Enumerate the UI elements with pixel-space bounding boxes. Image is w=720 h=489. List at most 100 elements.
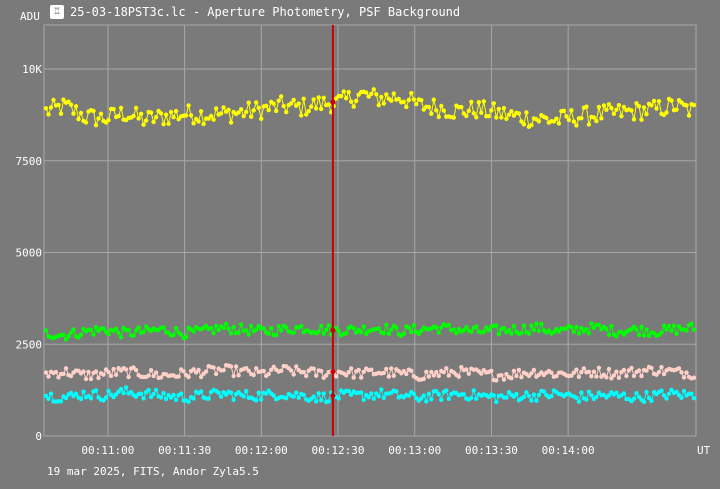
data-point: [539, 321, 544, 327]
data-point: [511, 113, 517, 118]
data-point: [101, 372, 106, 377]
data-point: [596, 365, 602, 370]
data-point: [76, 116, 81, 122]
data-point: [186, 103, 191, 108]
x-axis-label: UT: [697, 444, 711, 457]
data-point: [354, 330, 359, 335]
data-point: [606, 332, 612, 338]
data-point: [88, 328, 94, 333]
data-point: [198, 389, 204, 394]
data-point: [228, 120, 234, 125]
data-point: [571, 370, 577, 375]
data-point: [213, 371, 219, 377]
data-point: [101, 398, 106, 403]
data-point: [284, 109, 289, 115]
data-point: [569, 108, 574, 113]
data-point: [646, 333, 652, 338]
data-point: [469, 99, 474, 105]
data-point: [531, 327, 537, 333]
data-point: [254, 366, 259, 371]
data-point: [604, 375, 609, 380]
data-point: [456, 374, 461, 379]
data-point: [616, 103, 622, 108]
data-point: [218, 394, 224, 399]
data-point: [359, 330, 364, 335]
data-point: [549, 370, 554, 375]
data-point: [163, 112, 169, 117]
data-point: [376, 326, 381, 331]
data-point: [118, 386, 124, 392]
series-1: [43, 321, 697, 342]
data-point: [659, 388, 664, 393]
data-point: [244, 109, 249, 115]
x-tick-label: 00:11:00: [81, 444, 134, 457]
data-point: [71, 111, 76, 116]
data-point: [469, 329, 474, 334]
data-point: [183, 334, 189, 340]
data-point: [451, 327, 456, 332]
data-point: [118, 335, 124, 340]
data-point: [441, 108, 446, 113]
data-point: [556, 121, 562, 126]
data-point: [246, 100, 251, 105]
app-chart-icon[interactable]: ♖: [50, 5, 64, 19]
time-cursor[interactable]: [330, 25, 336, 436]
data-point: [606, 366, 612, 372]
data-point: [46, 374, 51, 379]
data-point: [644, 389, 649, 395]
data-point: [116, 330, 121, 336]
data-point: [661, 323, 667, 328]
data-point: [586, 369, 592, 374]
data-point: [629, 108, 634, 113]
data-point: [316, 95, 321, 100]
data-point: [213, 323, 219, 329]
data-point: [58, 111, 64, 117]
y-axis-label: ADU: [20, 10, 40, 23]
data-point: [198, 374, 204, 380]
data-point: [389, 98, 394, 103]
plot-frame: [43, 24, 697, 437]
y-tick-label: 5000: [16, 247, 43, 260]
data-point: [691, 102, 697, 108]
data-point: [201, 121, 206, 127]
data-point: [51, 97, 56, 103]
data-point: [579, 390, 584, 395]
data-point: [346, 370, 351, 375]
data-point: [496, 331, 501, 337]
data-point: [454, 330, 459, 336]
data-point: [384, 322, 389, 327]
data-point: [316, 391, 321, 396]
data-point: [499, 115, 504, 120]
data-point: [634, 101, 639, 106]
data-point: [659, 330, 664, 335]
data-point: [71, 327, 76, 332]
data-point: [211, 331, 216, 336]
data-point: [276, 324, 281, 329]
data-point: [466, 371, 471, 376]
data-point: [131, 333, 136, 338]
data-point: [556, 329, 562, 334]
data-point: [561, 108, 567, 114]
data-point: [591, 115, 597, 120]
data-point: [271, 101, 276, 106]
data-point: [171, 115, 176, 120]
data-point: [78, 110, 84, 116]
data-point: [671, 323, 677, 328]
data-point: [669, 98, 674, 103]
data-point: [299, 113, 304, 118]
data-point: [509, 109, 514, 114]
data-point: [319, 323, 324, 329]
data-point: [106, 332, 111, 337]
data-point: [294, 364, 299, 369]
data-point: [249, 323, 254, 329]
data-point: [244, 389, 249, 394]
data-point: [386, 374, 391, 379]
data-point: [178, 391, 184, 396]
data-point: [133, 105, 139, 111]
data-point: [208, 113, 214, 119]
series-0: [43, 87, 697, 129]
data-point: [581, 366, 587, 371]
data-point: [651, 98, 657, 104]
data-point: [178, 332, 184, 337]
